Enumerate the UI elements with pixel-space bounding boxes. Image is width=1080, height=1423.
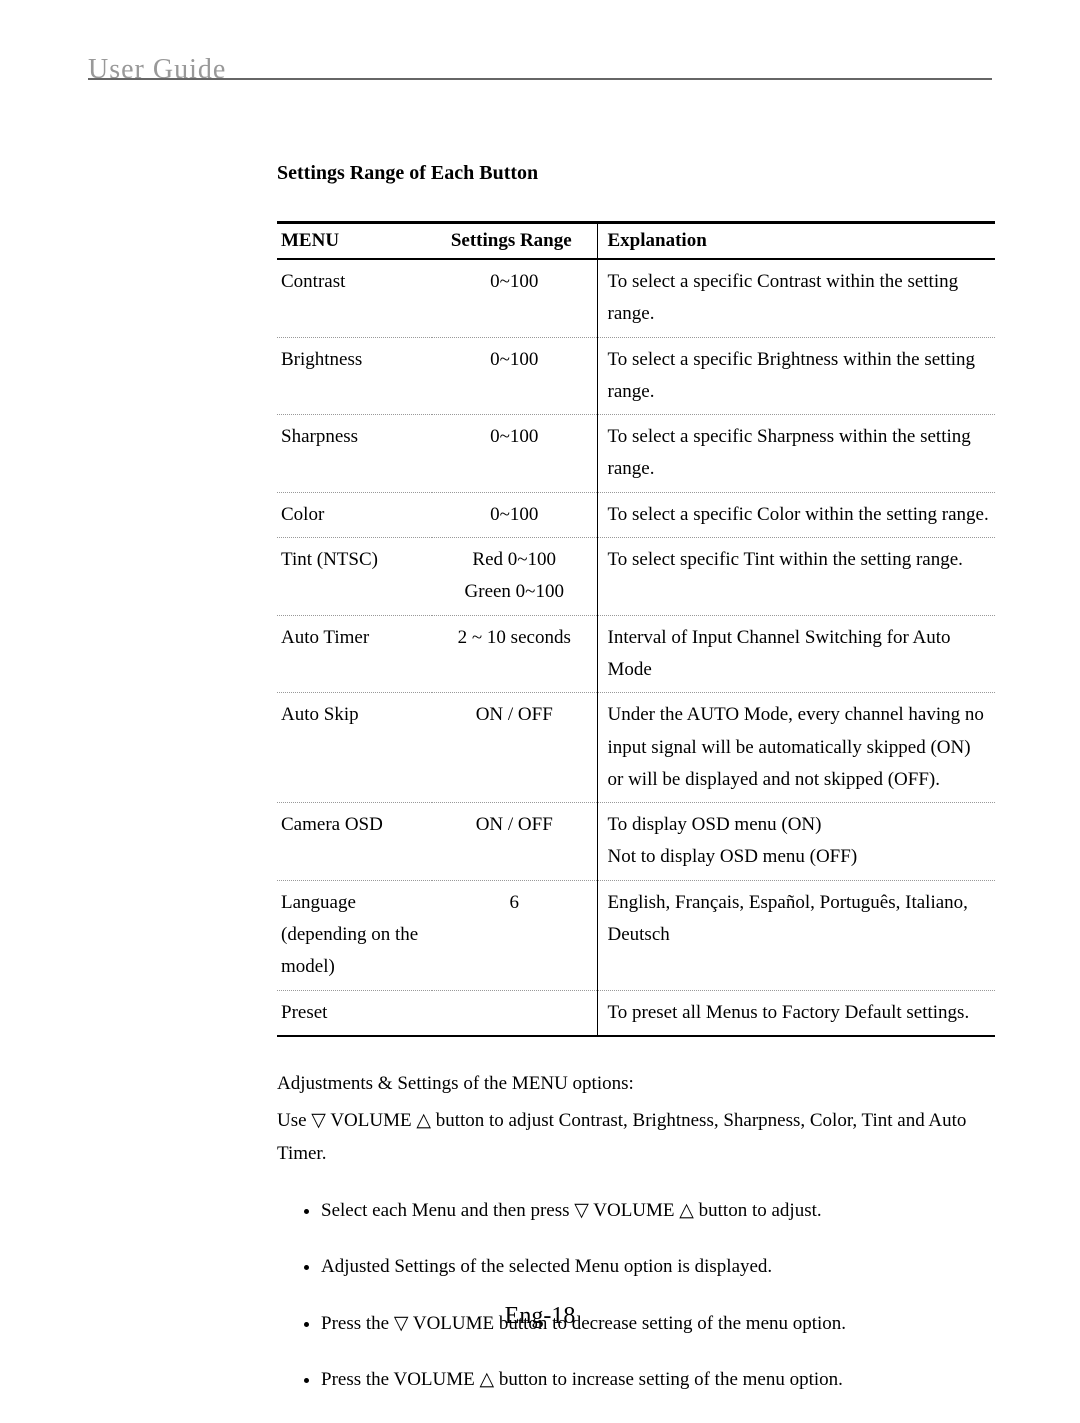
cell-menu: Language (depending on the model) [277, 880, 432, 990]
cell-menu: Auto Timer [277, 615, 432, 693]
page-number: Eng-18 [0, 1303, 1080, 1330]
cell-range [432, 990, 597, 1036]
table-row: Auto Skip ON / OFF Under the AUTO Mode, … [277, 693, 995, 803]
notes-block: Adjustments & Settings of the MENU optio… [277, 1067, 995, 1171]
cell-range: 2 ~ 10 seconds [432, 615, 597, 693]
bullet-item: Press the VOLUME △ button to increase se… [321, 1366, 995, 1395]
settings-table: MENU Settings Range Explanation Contrast… [277, 221, 995, 1037]
cell-menu: Color [277, 492, 432, 537]
notes-line-2: Use ▽ VOLUME △ button to adjust Contrast… [277, 1104, 995, 1171]
notes-line-1: Adjustments & Settings of the MENU optio… [277, 1067, 995, 1100]
section-title: Settings Range of Each Button [277, 162, 995, 185]
bullet-item: Adjusted Settings of the selected Menu o… [321, 1253, 995, 1282]
cell-range: 6 [432, 880, 597, 990]
cell-range: ON / OFF [432, 693, 597, 803]
cell-range: Red 0~100 Green 0~100 [432, 538, 597, 616]
cell-menu: Tint (NTSC) [277, 538, 432, 616]
cell-range: 0~100 [432, 337, 597, 415]
cell-menu: Brightness [277, 337, 432, 415]
cell-range: 0~100 [432, 492, 597, 537]
table-row: Sharpness 0~100 To select a specific Sha… [277, 415, 995, 493]
cell-menu: Preset [277, 990, 432, 1036]
table-row: Tint (NTSC) Red 0~100 Green 0~100 To sel… [277, 538, 995, 616]
bullet-item: Select each Menu and then press ▽ VOLUME… [321, 1197, 995, 1226]
cell-range: 0~100 [432, 259, 597, 337]
col-header-menu: MENU [277, 223, 432, 260]
cell-explanation: To preset all Menus to Factory Default s… [597, 990, 995, 1036]
table-row: Language (depending on the model) 6 Engl… [277, 880, 995, 990]
cell-explanation: To select specific Tint within the setti… [597, 538, 995, 616]
header-watermark: User Guide [88, 54, 226, 86]
table-header-row: MENU Settings Range Explanation [277, 223, 995, 260]
col-header-range: Settings Range [432, 223, 597, 260]
table-row: Color 0~100 To select a specific Color w… [277, 492, 995, 537]
cell-menu: Sharpness [277, 415, 432, 493]
table-row: Preset To preset all Menus to Factory De… [277, 990, 995, 1036]
main-content: Settings Range of Each Button MENU Setti… [277, 162, 995, 1423]
cell-menu: Camera OSD [277, 803, 432, 881]
bullet-list: Select each Menu and then press ▽ VOLUME… [277, 1197, 995, 1395]
cell-explanation: To select a specific Brightness within t… [597, 337, 995, 415]
cell-explanation: To select a specific Sharpness within th… [597, 415, 995, 493]
cell-explanation: To select a specific Color within the se… [597, 492, 995, 537]
header-divider [88, 78, 992, 80]
cell-menu: Auto Skip [277, 693, 432, 803]
table-row: Contrast 0~100 To select a specific Cont… [277, 259, 995, 337]
cell-range: 0~100 [432, 415, 597, 493]
cell-range: ON / OFF [432, 803, 597, 881]
cell-explanation: Interval of Input Channel Switching for … [597, 615, 995, 693]
cell-explanation: To select a specific Contrast within the… [597, 259, 995, 337]
table-row: Camera OSD ON / OFF To display OSD menu … [277, 803, 995, 881]
cell-explanation: English, Français, Español, Português, I… [597, 880, 995, 990]
cell-explanation: To display OSD menu (ON) Not to display … [597, 803, 995, 881]
table-row: Brightness 0~100 To select a specific Br… [277, 337, 995, 415]
cell-explanation: Under the AUTO Mode, every channel havin… [597, 693, 995, 803]
table-row: Auto Timer 2 ~ 10 seconds Interval of In… [277, 615, 995, 693]
cell-menu: Contrast [277, 259, 432, 337]
col-header-explanation: Explanation [597, 223, 995, 260]
